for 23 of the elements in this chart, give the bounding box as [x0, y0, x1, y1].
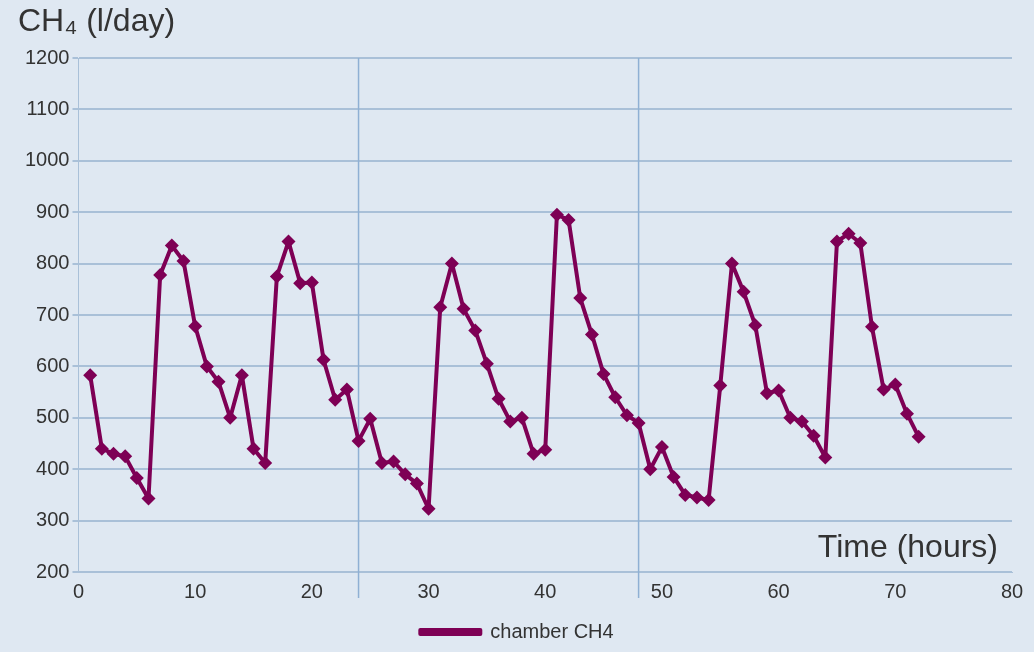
y-tick-label: 800	[36, 251, 70, 274]
y-tick-label: 900	[36, 199, 70, 222]
x-tick-label: 60	[767, 579, 790, 602]
x-axis-title: Time (hours)	[817, 527, 998, 564]
y-tick-label: 300	[36, 508, 70, 531]
y-tick-label: 1100	[26, 96, 70, 119]
y-tick-label: 500	[36, 405, 70, 428]
x-tick-label: 80	[1000, 579, 1024, 602]
y-tick-label: 1200	[24, 45, 70, 68]
x-tick-label: 30	[417, 579, 440, 602]
x-tick-label: 70	[884, 579, 907, 602]
y-tick-label: 1000	[24, 148, 70, 171]
x-tick-label: 0	[72, 579, 85, 602]
x-tick-label: 50	[650, 579, 674, 602]
x-tick-label: 20	[300, 579, 323, 602]
y-tick-label: 700	[36, 302, 70, 325]
y-tick-label: 200	[36, 559, 70, 582]
y-axis-title: CH₄ (l/day)	[18, 1, 176, 38]
legend-label: chamber CH4	[490, 619, 614, 642]
x-tick-label: 10	[184, 579, 207, 602]
y-tick-label: 400	[36, 456, 70, 479]
y-tick-label: 600	[36, 353, 70, 376]
x-tick-label: 40	[534, 579, 557, 602]
